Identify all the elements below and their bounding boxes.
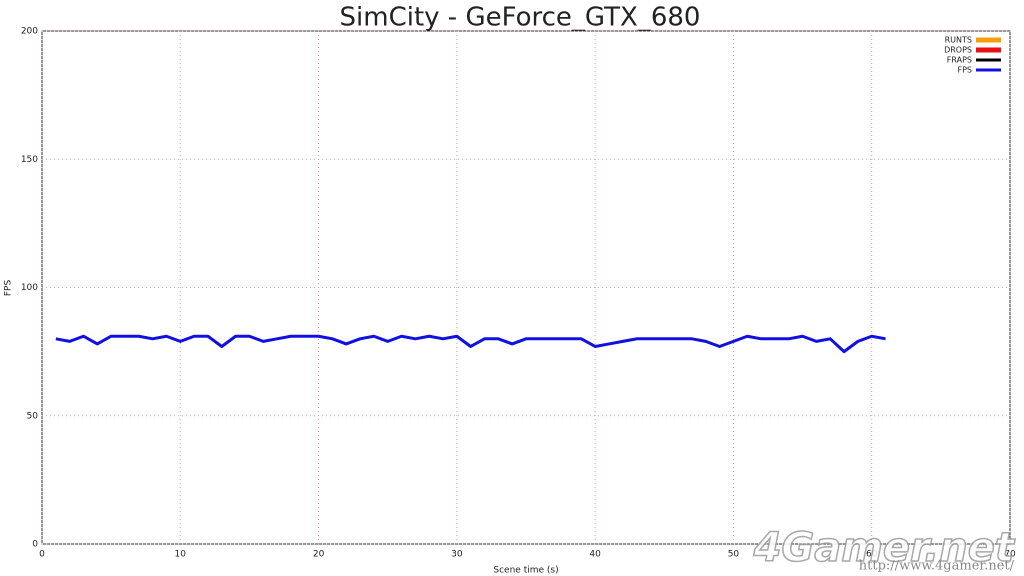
legend-label: DROPS <box>944 46 972 55</box>
legend-label: FRAPS <box>947 56 972 65</box>
legend-label: RUNTS <box>945 36 972 45</box>
watermark-url: http://www.4gamer.net/ <box>859 559 1015 574</box>
chart-title: SimCity - GeForce_GTX_680 <box>340 3 701 33</box>
x-tick-label: 60 <box>866 550 878 560</box>
y-tick-label: 150 <box>21 155 38 165</box>
fps-line <box>55 334 886 354</box>
x-tick-label: 50 <box>728 550 740 560</box>
x-axis-label: Scene time (s) <box>493 566 558 576</box>
y-tick-label: 100 <box>21 283 38 293</box>
y-tick-label: 50 <box>27 411 39 421</box>
watermark: 4Gamer.net <box>753 525 1016 571</box>
x-tick-label: 30 <box>451 550 463 560</box>
y-tick-label: 200 <box>21 27 38 37</box>
y-tick-label: 0 <box>32 540 38 550</box>
x-tick-label: 20 <box>313 550 325 560</box>
y-axis-label: FPS <box>4 280 14 297</box>
x-tick-label: 0 <box>39 550 45 560</box>
x-tick-label: 10 <box>175 550 187 560</box>
x-tick-label: 70 <box>1004 550 1016 560</box>
x-tick-label: 40 <box>589 550 601 560</box>
legend-label: FPS <box>957 66 972 75</box>
